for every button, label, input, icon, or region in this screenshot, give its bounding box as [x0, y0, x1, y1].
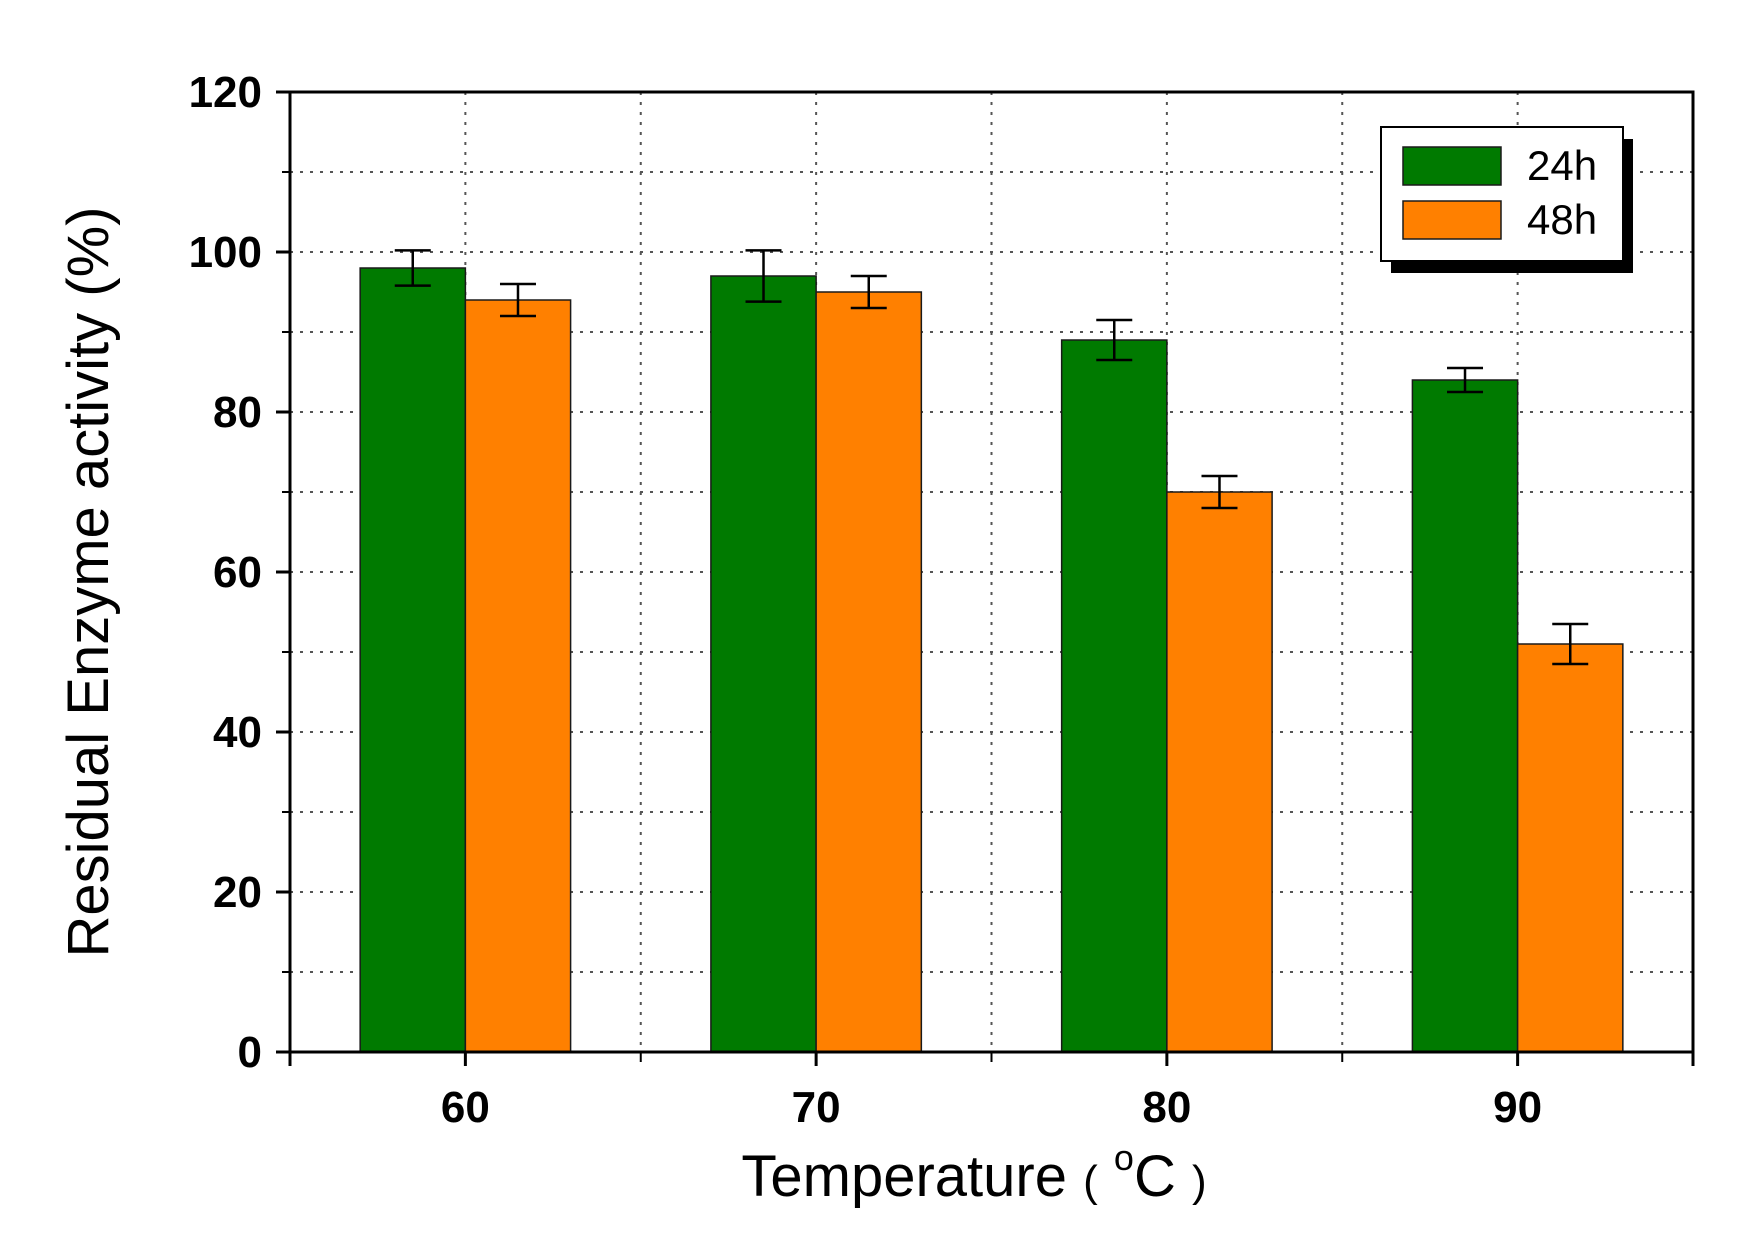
bar-24h-90 — [1411, 379, 1519, 1053]
y-tick-label: 80 — [213, 388, 262, 437]
x-axis-unit: C — [1134, 1144, 1176, 1209]
bar-48h-60 — [464, 299, 572, 1053]
y-tick-label: 100 — [189, 228, 262, 277]
axes: 0 20 40 60 80 100 120 60 70 80 90 Residual Enzyme a… — [56, 68, 1695, 1209]
legend-label-24h: 24h — [1527, 142, 1597, 189]
x-axis-unit-close: ) — [1192, 1157, 1207, 1206]
y-tick-label: 120 — [189, 68, 262, 117]
bars — [359, 267, 1624, 1053]
y-tick-label: 40 — [213, 708, 262, 757]
x-axis-title: Temperature ( oC ) — [741, 1137, 1206, 1209]
x-axis-title-text: Temperature — [741, 1144, 1067, 1209]
x-tick-label: 60 — [441, 1083, 490, 1132]
x-axis-unit-superscript: o — [1114, 1137, 1134, 1178]
bar-48h-70 — [815, 291, 923, 1053]
y-tick-label: 20 — [213, 868, 262, 917]
bar-24h-60 — [359, 267, 467, 1053]
y-tick-label: 60 — [213, 548, 262, 597]
legend-label-48h: 48h — [1527, 196, 1597, 243]
legend-swatch-48h — [1402, 200, 1502, 240]
x-axis-unit-open: ( — [1083, 1157, 1098, 1206]
x-tick-label: 70 — [792, 1083, 841, 1132]
error-bars — [394, 249, 1589, 666]
bar-48h-80 — [1166, 491, 1273, 1053]
y-tick-label: 0 — [238, 1028, 262, 1077]
x-tick-label: 80 — [1142, 1083, 1191, 1132]
legend-swatch-24h — [1402, 146, 1502, 186]
y-axis-title: Residual Enzyme activity (%) — [56, 207, 121, 958]
bar-48h-90 — [1516, 643, 1624, 1053]
bar-24h-70 — [710, 275, 817, 1053]
x-tick-label: 90 — [1493, 1083, 1542, 1132]
bar-24h-80 — [1060, 339, 1168, 1053]
